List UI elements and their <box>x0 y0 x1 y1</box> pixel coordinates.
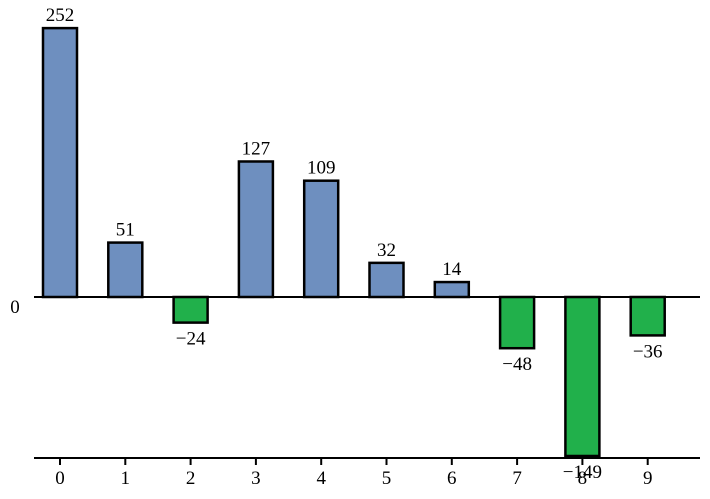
x-tick-label-6: 6 <box>447 468 457 489</box>
bar-4 <box>302 179 340 299</box>
x-tick-label-1: 1 <box>121 468 131 489</box>
x-tick-label-8: 8 <box>578 468 588 489</box>
bar-0 <box>41 26 79 299</box>
x-tick-label-9: 9 <box>643 468 653 489</box>
value-label-8: −149 <box>563 462 602 483</box>
bar-7 <box>498 295 536 350</box>
x-tick-label-0: 0 <box>55 468 65 489</box>
value-label-5: 32 <box>377 240 396 261</box>
bar-3 <box>237 160 275 299</box>
zero-axis-label: 0 <box>10 297 20 318</box>
value-label-4: 109 <box>307 158 336 179</box>
value-label-0: 252 <box>46 5 75 26</box>
value-labels-group: 252 51 −24 127 109 32 14 −48 −149 −36 <box>46 5 663 483</box>
x-ticks-group: 0 1 2 3 4 5 6 7 8 9 <box>55 458 652 489</box>
value-label-2: −24 <box>176 329 206 350</box>
x-tick-label-5: 5 <box>382 468 392 489</box>
value-label-6: 14 <box>442 259 462 280</box>
value-label-7: −48 <box>502 354 532 375</box>
x-tick-label-4: 4 <box>316 468 326 489</box>
bar-1 <box>107 241 144 299</box>
value-label-1: 51 <box>116 220 135 241</box>
x-tick-label-3: 3 <box>251 468 261 489</box>
bars-group <box>41 26 666 458</box>
value-label-9: −36 <box>633 341 663 362</box>
x-tick-label-7: 7 <box>512 468 522 489</box>
x-tick-label-2: 2 <box>186 468 196 489</box>
bar-6 <box>433 280 471 299</box>
bar-9 <box>629 295 666 337</box>
bar-5 <box>368 261 405 299</box>
bar-2 <box>172 295 209 324</box>
bar-8 <box>564 295 601 458</box>
value-label-3: 127 <box>242 138 271 159</box>
